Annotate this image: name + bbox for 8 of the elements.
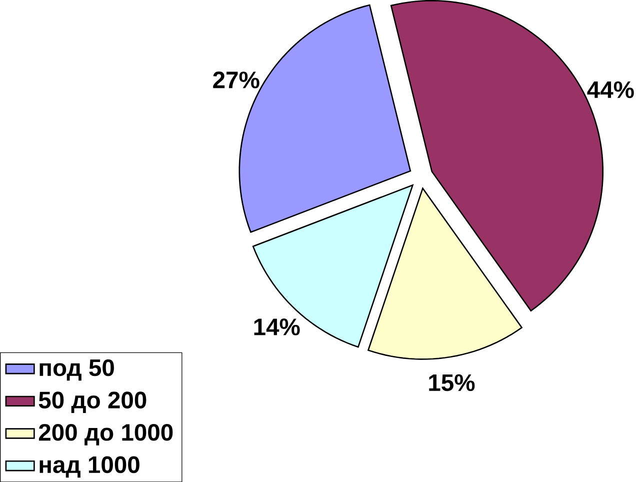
data-label: 44% [587, 81, 634, 98]
legend-label: 200 до 1000 [38, 424, 173, 446]
legend-label: под 50 [40, 359, 114, 381]
legend-label: 50 до 200 [38, 391, 146, 413]
legend-label: над 1000 [40, 456, 140, 478]
data-label: 27% [213, 71, 260, 88]
data-label: 14% [254, 318, 300, 336]
data-label: 15% [429, 374, 475, 391]
